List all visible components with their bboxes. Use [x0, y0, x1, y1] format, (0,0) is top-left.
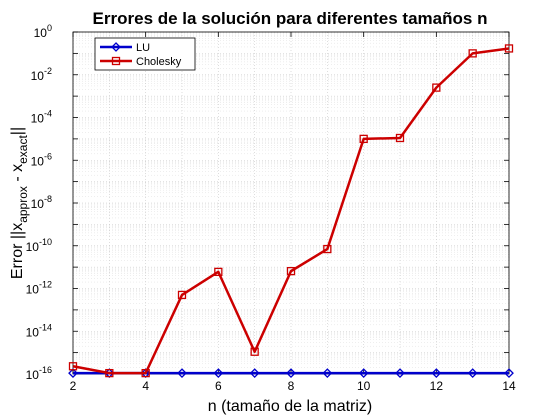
y-label-sub-approx: approx [16, 186, 30, 223]
data-point-cholesky [504, 44, 514, 53]
series-line-cholesky [72, 47, 510, 375]
grid [72, 31, 510, 375]
data-point-cholesky [214, 267, 223, 277]
data-point-cholesky [395, 133, 405, 143]
data-point-cholesky [359, 134, 368, 144]
y-tick-label: 10-4 [31, 109, 52, 126]
y-tick-label: 10-10 [26, 237, 52, 254]
series-group [68, 44, 514, 379]
y-tick-label: 10-6 [31, 151, 52, 168]
data-point-cholesky [323, 244, 332, 254]
x-tick-label: 14 [502, 379, 516, 393]
x-tick-label: 12 [430, 379, 444, 393]
y-tick-label: 10-12 [26, 280, 52, 297]
y-label-sub-exact: exact [16, 135, 30, 164]
data-point-cholesky [468, 49, 477, 58]
data-point-lu [431, 368, 442, 379]
data-point-cholesky [432, 83, 441, 92]
data-point-lu [322, 368, 333, 379]
data-point-lu [286, 368, 296, 379]
legend-label-lu: LU [136, 42, 150, 54]
y-label-suffix: || [9, 127, 26, 135]
data-point-lu [358, 368, 369, 379]
x-axis-label: n (tamaño de la matriz) [208, 398, 373, 415]
data-point-lu [504, 368, 514, 379]
legend-label-cholesky: Cholesky [136, 56, 182, 68]
data-point-cholesky [286, 266, 296, 276]
data-point-cholesky [68, 362, 78, 371]
x-tick-label: 8 [288, 379, 295, 393]
y-tick-label: 100 [34, 23, 52, 40]
y-tick-label: 10-8 [31, 194, 52, 211]
x-tick-label: 10 [357, 379, 371, 393]
data-point-cholesky [105, 368, 114, 378]
data-point-lu [395, 368, 405, 379]
data-point-lu [467, 368, 478, 379]
y-label-prefix: Error ||x [9, 223, 26, 279]
data-point-cholesky [250, 347, 259, 356]
y-tick-label: 10-14 [26, 322, 52, 339]
data-point-cholesky [141, 368, 150, 378]
x-tick-label: 2 [70, 379, 77, 393]
y-label-mid: - x [9, 164, 26, 186]
y-tick-label: 10-16 [26, 365, 52, 382]
legend-box [94, 37, 196, 71]
y-axis-label: Error ||xapprox - xexact|| [9, 127, 30, 279]
x-tick-label: 6 [215, 379, 222, 393]
data-point-lu [177, 368, 187, 379]
data-point-lu [68, 368, 78, 379]
data-point-cholesky [177, 290, 187, 300]
x-tick-label: 4 [142, 379, 149, 393]
y-tick-label: 10-2 [31, 66, 52, 83]
data-point-lu [213, 368, 224, 379]
axis-ticks: 2 4 6 8 10 12 14 10-16 10-14 10-12 10-10 10-8 10-6 10… [26, 23, 516, 393]
legend-marker-cholesky [111, 56, 121, 66]
data-point-lu [249, 368, 260, 379]
chart-title: Errores de la solución para diferentes t… [93, 9, 488, 28]
legend-marker-lu [111, 42, 121, 52]
legend: LU Cholesky [94, 37, 196, 71]
